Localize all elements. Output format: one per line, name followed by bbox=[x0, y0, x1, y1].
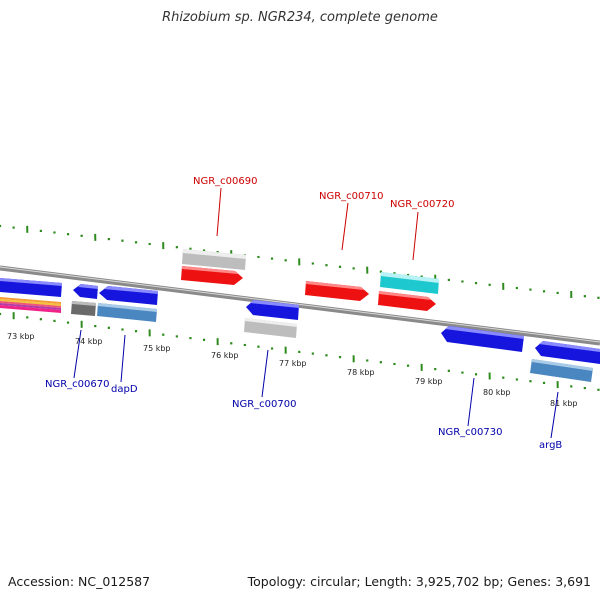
gene-label-ngr-c00720[interactable]: NGR_c00720 bbox=[390, 199, 455, 210]
scale-label-75: 75 kbp bbox=[143, 344, 171, 353]
feature-track-forward bbox=[181, 249, 439, 311]
leader-line-ngr-c00700 bbox=[261, 349, 269, 398]
gene-label-dapd[interactable]: dapD bbox=[111, 384, 138, 395]
scale-label-77: 77 kbp bbox=[279, 359, 307, 368]
gene-feature-darkgray[interactable] bbox=[71, 301, 96, 316]
gene-feature-argb-steel[interactable] bbox=[530, 359, 593, 382]
scale-label-74: 74 kbp bbox=[75, 337, 103, 346]
footer-summary: Topology: circular; Length: 3,925,702 bp… bbox=[247, 574, 591, 589]
inner-tick-ring bbox=[0, 312, 600, 391]
gene-feature-ngr-c00700[interactable] bbox=[246, 300, 299, 320]
leader-line-ngr-c00690 bbox=[216, 187, 222, 237]
gene-feature-edge-blue[interactable] bbox=[0, 278, 62, 297]
genome-backbone bbox=[0, 265, 600, 346]
gene-label-ngr-c00710[interactable]: NGR_c00710 bbox=[319, 191, 384, 202]
gene-feature-dapd-steel[interactable] bbox=[97, 303, 157, 322]
gene-feature-dapd[interactable] bbox=[99, 286, 158, 305]
gene-label-ngr-c00690[interactable]: NGR_c00690 bbox=[193, 176, 258, 187]
leader-line-argb bbox=[550, 391, 559, 439]
gene-label-ngr-c00730[interactable]: NGR_c00730 bbox=[438, 427, 503, 438]
gene-label-argb[interactable]: argB bbox=[539, 440, 562, 451]
map-title: Rhizobium sp. NGR234, complete genome bbox=[162, 10, 438, 25]
scale-label-79: 79 kbp bbox=[415, 377, 443, 386]
footer-accession: Accession: NC_012587 bbox=[8, 574, 151, 589]
leader-line-ngr-c00670 bbox=[73, 329, 82, 379]
gene-feature[interactable] bbox=[182, 249, 246, 270]
gene-feature-ngr-c00730[interactable] bbox=[441, 326, 524, 352]
leader-line-dapd bbox=[120, 334, 126, 383]
gene-feature-ngr-c00690[interactable] bbox=[181, 266, 243, 285]
gene-feature-edge-stack[interactable] bbox=[0, 297, 61, 313]
gene-feature-ngr-c00720[interactable] bbox=[378, 291, 436, 311]
scale-label-76: 76 kbp bbox=[211, 351, 239, 360]
gene-feature-ngr-c00720-cyan[interactable] bbox=[380, 272, 439, 294]
feature-track-reverse bbox=[0, 278, 600, 382]
scale-label-81: 81 kbp bbox=[550, 399, 578, 408]
scale-label-78: 78 kbp bbox=[347, 368, 375, 377]
leader-line-ngr-c00730 bbox=[467, 377, 475, 427]
gene-label-ngr-c00700[interactable]: NGR_c00700 bbox=[232, 399, 297, 410]
outer-tick-ring bbox=[0, 224, 600, 299]
gene-feature-ngr-c00700-gray[interactable] bbox=[244, 318, 297, 338]
leader-line-ngr-c00720 bbox=[412, 211, 419, 261]
scale-label-73: 73 kbp bbox=[7, 332, 35, 341]
gene-label-ngr-c00670[interactable]: NGR_c00670 bbox=[45, 379, 110, 390]
leader-line-ngr-c00710 bbox=[341, 202, 349, 251]
gene-feature-small-blue[interactable] bbox=[73, 284, 98, 299]
gene-feature-argb[interactable] bbox=[535, 341, 600, 364]
gene-feature-ngr-c00710[interactable] bbox=[305, 281, 369, 301]
scale-label-80: 80 kbp bbox=[483, 388, 511, 397]
